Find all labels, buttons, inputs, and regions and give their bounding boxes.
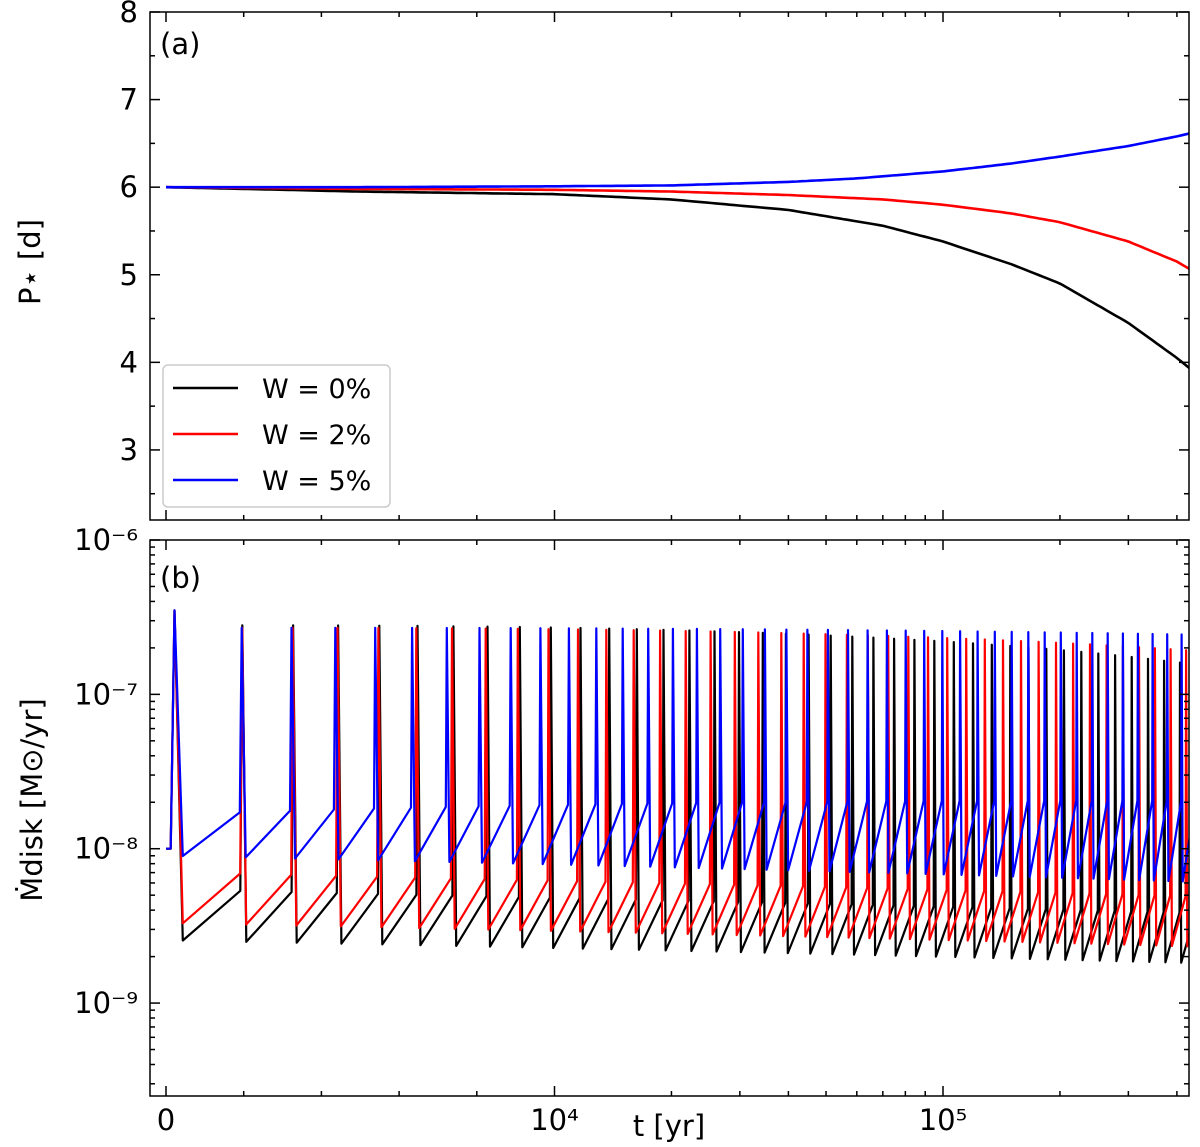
- panel-b-y-tick-label: 10⁻⁷: [74, 677, 138, 711]
- panel-a-y-tick-label: 4: [120, 345, 138, 379]
- panel-a: 3 4 5 6 7 8 (a) P⋆ [d] W = 0% W = 2% W = 5%: [13, 0, 1190, 521]
- panel-b-line-1: [166, 609, 1189, 948]
- x-axis-label: t [yr]: [633, 1109, 705, 1143]
- panel-b-series-lines: [166, 609, 1189, 964]
- panel-a-y-axis-label: P⋆ [d]: [13, 219, 47, 305]
- panel-b-y-ticks: 10⁻⁶ 10⁻⁷ 10⁻⁸ 10⁻⁹: [74, 523, 1189, 1085]
- panel-a-y-tick-label: 7: [120, 83, 138, 117]
- legend-entry-w2: W = 2%: [262, 420, 371, 451]
- panel-a-label: (a): [160, 27, 200, 61]
- panel-a-line-0: [165, 185, 1189, 370]
- panel-b-x-tick-label: 10⁵: [919, 1103, 968, 1137]
- panel-a-line-1: [166, 185, 1189, 271]
- panel-a-line-2: [166, 132, 1189, 189]
- panel-b-x-tick-label: 10⁴: [530, 1103, 579, 1137]
- panel-a-y-tick-label: 3: [120, 433, 138, 467]
- panel-a-y-tick-label: 8: [120, 0, 138, 29]
- panel-a-x-ticks: [165, 12, 1178, 520]
- panel-b-y-tick-label: 10⁻⁶: [74, 523, 138, 557]
- panel-b-y-axis-label: Ṁdisk [M⊙/yr]: [15, 698, 49, 901]
- panel-a-frame: [149, 11, 1190, 521]
- panel-b-clipped-lines: [166, 609, 1189, 964]
- panel-b-y-tick-label: 10⁻⁸: [74, 832, 138, 866]
- legend-entry-w5: W = 5%: [262, 466, 371, 497]
- panel-b: 10⁻⁶10⁻⁷10⁻⁸10⁻⁹ 010⁴10⁵10⁶ (b) Ṁdisk [M…: [15, 523, 1190, 1143]
- panel-a-y-tick-label: 5: [120, 258, 138, 292]
- legend-frame: [162, 364, 391, 508]
- panel-b-frame: [149, 539, 1190, 1097]
- panel-a-y-ticks: 3 4 5 6 7 8: [120, 0, 1189, 495]
- panel-b-line-2: [166, 609, 1189, 883]
- legend: W = 0% W = 2% W = 5%: [162, 364, 391, 508]
- panel-a-series-lines: [165, 132, 1189, 370]
- panel-b-x-ticks: 010⁴10⁵10⁶: [157, 540, 1178, 1137]
- panel-b-line-0: [166, 609, 1189, 964]
- panel-b-x-tick-label: 0: [157, 1103, 175, 1137]
- panel-b-label: (b): [160, 561, 201, 595]
- legend-entry-w0: W = 0%: [262, 374, 371, 405]
- panel-b-y-tick-label: 10⁻⁹: [74, 986, 138, 1020]
- panel-a-y-tick-label: 6: [120, 170, 138, 204]
